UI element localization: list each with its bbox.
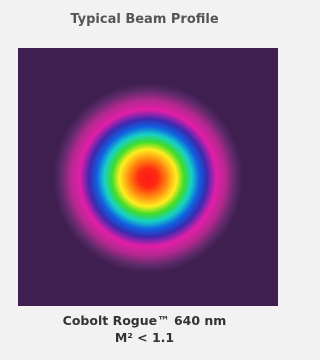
beam-profile-image — [18, 48, 278, 306]
title: Typical Beam Profile — [0, 12, 289, 27]
caption-m2: M² < 1.1 — [0, 329, 289, 346]
caption-model: Cobolt Rogue™ 640 nm — [0, 312, 289, 329]
beam-profile-card: Typical Beam Profile Cobolt Rogue™ 640 n… — [0, 0, 289, 360]
beam-rings — [53, 83, 243, 273]
caption: Cobolt Rogue™ 640 nm M² < 1.1 — [0, 312, 289, 346]
